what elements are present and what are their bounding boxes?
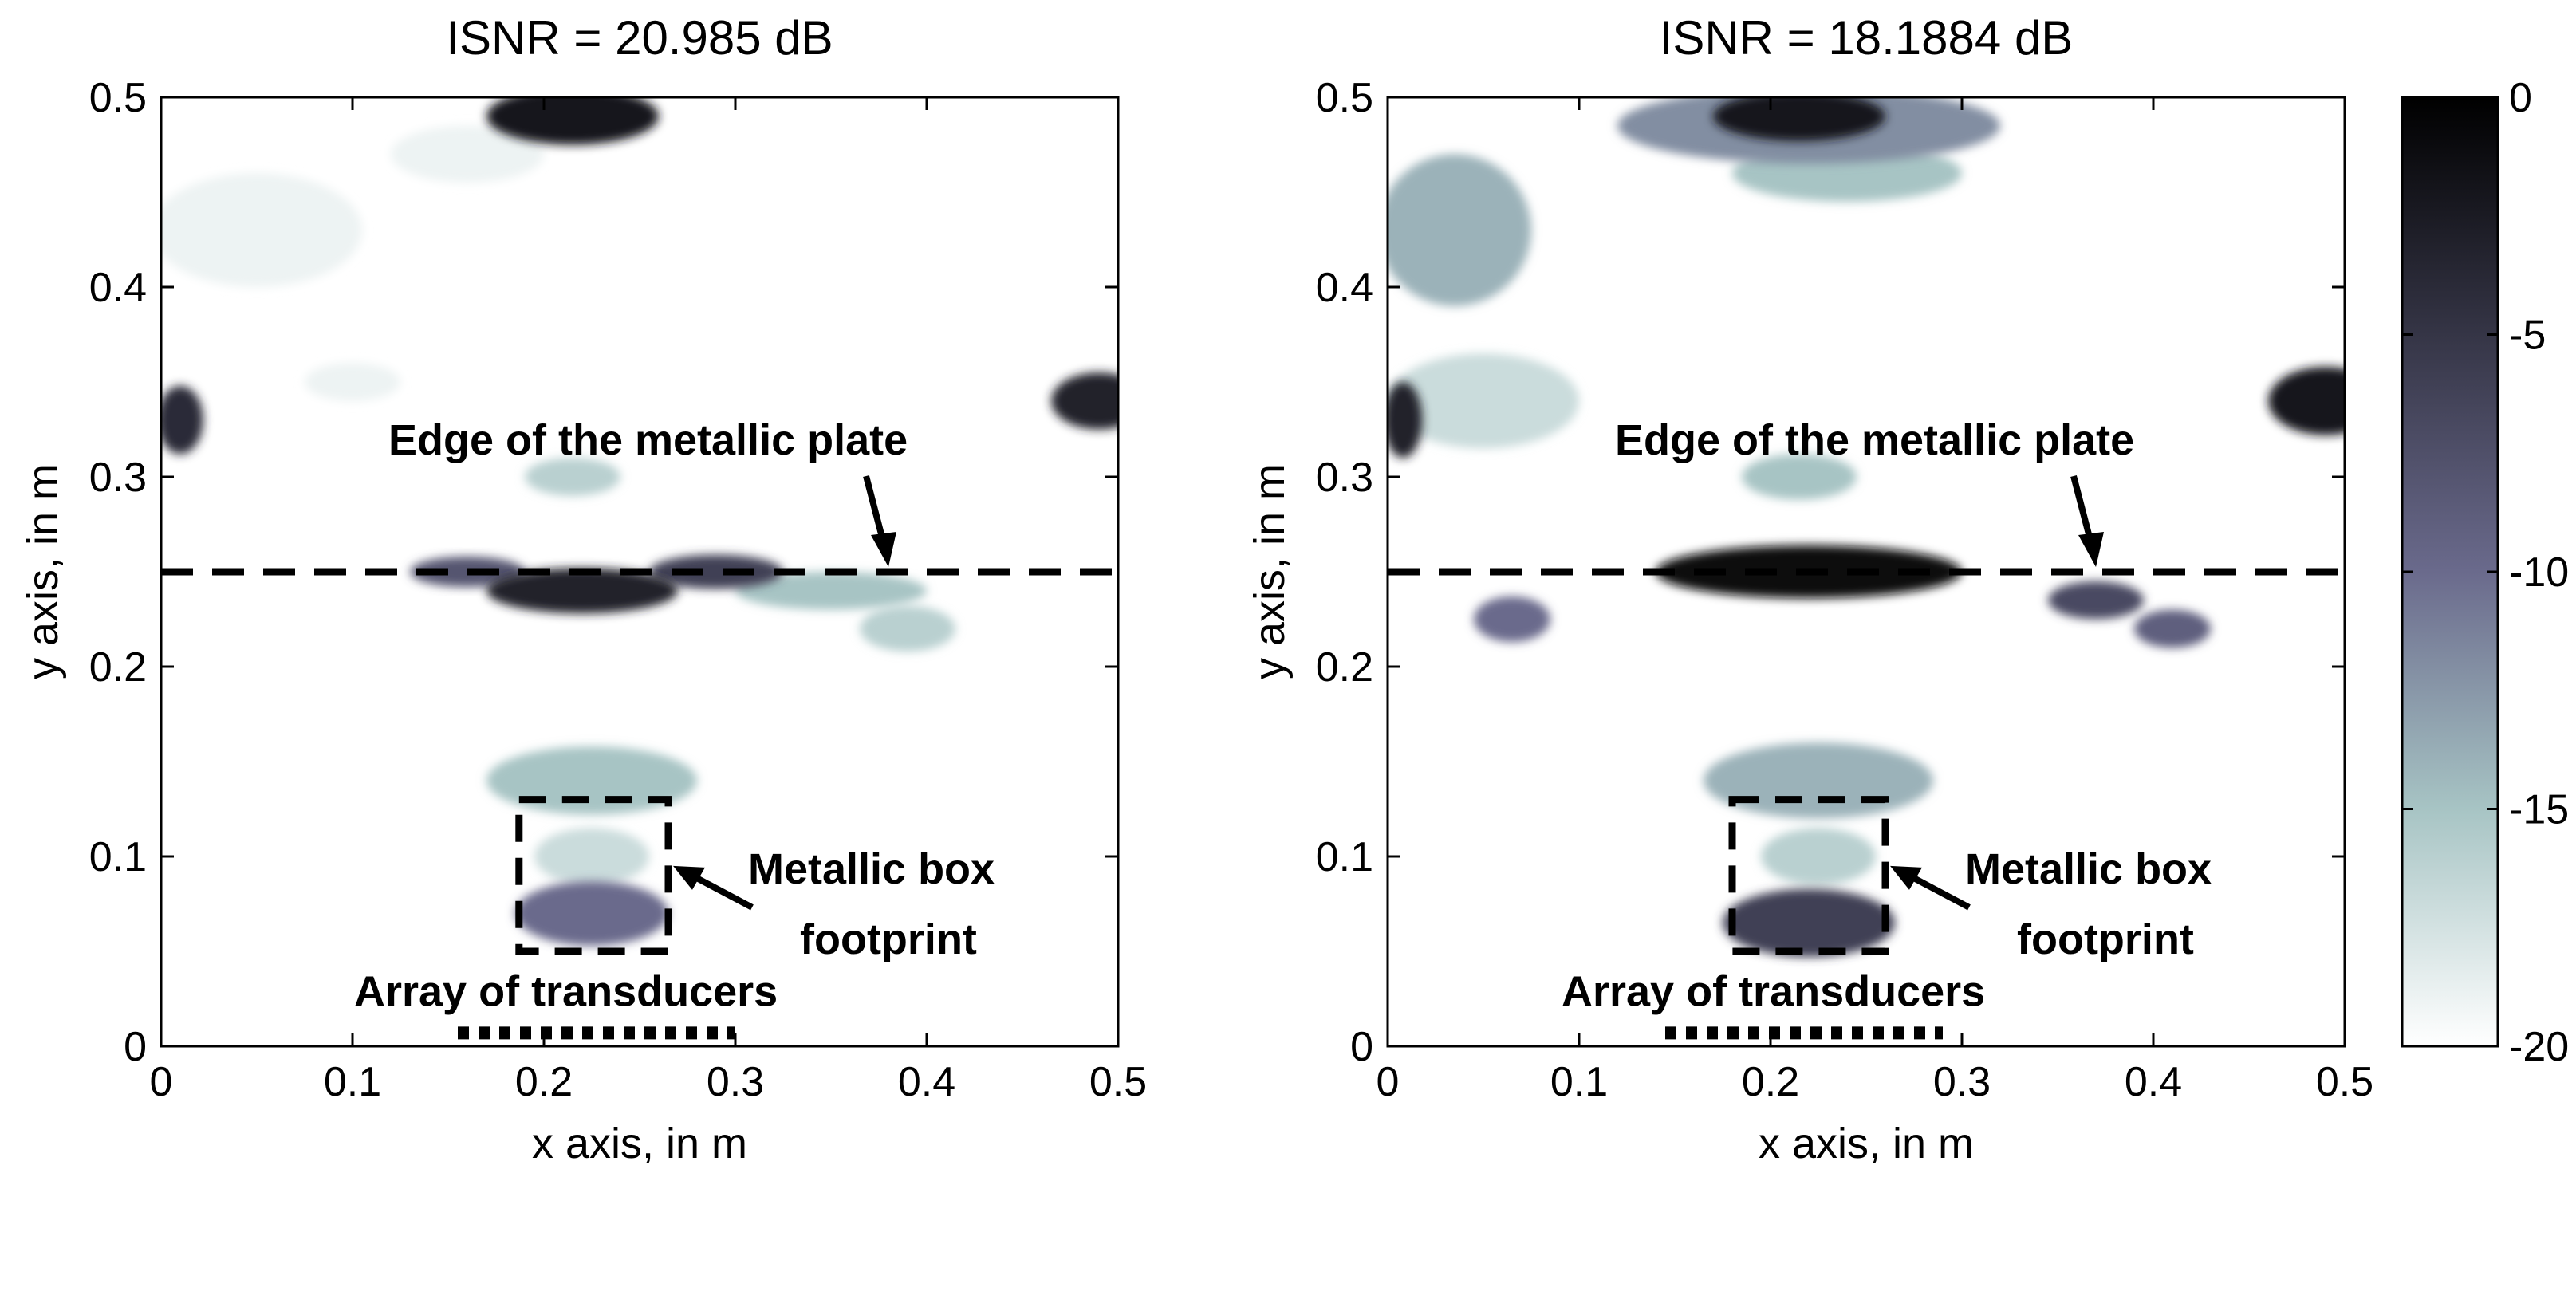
plate-arrow-head [2078,532,2104,567]
heatmap-blob [1388,353,1579,449]
colorbar-gradient [2401,96,2499,1048]
y-tick-label: 0 [1350,1024,1373,1070]
heatmap-blob [649,554,783,589]
x-tick-label: 0.5 [2316,1059,2373,1105]
y-tick-label: 0.4 [89,265,147,311]
metallic-box-outline [515,796,672,955]
heatmap-blob [1713,97,1885,141]
box-arrow-shaft [687,871,754,911]
box-label-line2: footprint [2017,915,2194,963]
panel-a: 0 0.1 0.2 0.3 0.4 0.5 0 0.1 0.2 0.3 0.4 0.5 ISNR = 2… [19,11,1147,1303]
box-arrow-shaft [1904,871,1971,911]
colorbar-tick-label: -5 [2509,313,2546,359]
transducers-label: Array of transducers [1562,967,1985,1015]
heatmap-blob [735,572,927,610]
colorbar-tick-label: -20 [2509,1024,2569,1070]
y-tick-label: 0.5 [1316,75,1373,121]
y-axis-label: y axis, in m [1246,464,1294,679]
x-tick-label: 0.2 [1742,1059,1799,1105]
x-tick-label: 0.4 [2125,1059,2182,1105]
y-tick-label: 0.1 [89,834,147,880]
heatmap-blob [486,97,659,145]
x-tick-label: 0.1 [1550,1059,1608,1105]
colorbar-tick-label: -15 [2509,787,2569,833]
heatmap-blob [2134,609,2211,648]
heatmap-blob [1723,888,1895,958]
heatmap-blob [2268,366,2345,435]
heatmap-blob [2048,581,2144,620]
box-label-line1: Metallic box [1965,845,2212,893]
heatmap-blob [1051,372,1118,430]
heatmap-blob [1474,596,1550,643]
heatmap-blob [534,828,649,885]
heatmap-blob [305,363,400,401]
plate-arrow-head [871,532,896,567]
heatmap [161,97,1118,946]
y-tick-label: 0.2 [1316,644,1373,691]
box-label-line2: footprint [800,915,977,963]
heatmap-blob [1388,154,1531,306]
x-tick-label: 0.4 [898,1059,955,1105]
y-tick-label: 0.3 [1316,455,1373,501]
x-axis-label: x axis, in m [1759,1120,1974,1167]
y-tick-label: 0.4 [1316,265,1373,311]
y-tick-label: 0.2 [89,644,147,691]
metallic-box-outline [1728,796,1889,955]
panel-b: 0 0.1 0.2 0.3 0.4 0.5 0 0.1 0.2 0.3 0.4 0.5 ISNR = 1… [1246,11,2373,1303]
x-axis-label: x axis, in m [532,1120,747,1167]
colorbar-tick-label: -10 [2509,549,2569,596]
heatmap-blob [1388,382,1423,459]
x-tick-label: 0.1 [324,1059,381,1105]
colorbar-tick-label: 0 [2509,75,2532,121]
y-tick-label: 0.5 [89,75,147,121]
x-tick-label: 0.5 [1089,1059,1147,1105]
heatmap-blob [515,880,668,946]
x-tick-label: 0 [150,1059,173,1105]
heatmap [1388,97,2345,958]
heatmap-blob [1761,828,1876,885]
plate-edge-label: Edge of the metallic plate [388,416,908,464]
box-label-line1: Metallic box [748,845,995,893]
y-tick-label: 0.1 [1316,834,1373,880]
x-tick-label: 0.2 [515,1059,573,1105]
y-tick-label: 0 [124,1024,147,1070]
heatmap-blob [1742,454,1857,500]
heatmap-blob [486,568,678,614]
panel-label: (a) [612,1298,683,1303]
y-tick-label: 0.3 [89,455,147,501]
x-tick-label: 0.3 [1933,1059,1991,1105]
box-arrow-head [1890,865,1922,890]
chart-title: ISNR = 18.1884 dB [1660,11,2074,65]
heatmap-blob [860,605,955,652]
heatmap-blob [391,125,544,183]
heatmap-blob [1704,742,1933,819]
heatmap-blob [161,173,362,287]
y-axis-label: y axis, in m [19,464,67,679]
heatmap-blob [161,385,203,455]
box-arrow-head [673,865,705,890]
plate-edge-label: Edge of the metallic plate [1615,416,2134,464]
chart-title: ISNR = 20.985 dB [446,11,833,65]
colorbar: 0 -5 -10 -15 -20 [2401,75,2569,1070]
transducers-label: Array of transducers [354,967,778,1015]
x-tick-label: 0 [1377,1059,1400,1105]
panel-label: (b) [1837,1298,1911,1303]
x-tick-label: 0.3 [707,1059,764,1105]
heatmap-blob [525,458,620,496]
